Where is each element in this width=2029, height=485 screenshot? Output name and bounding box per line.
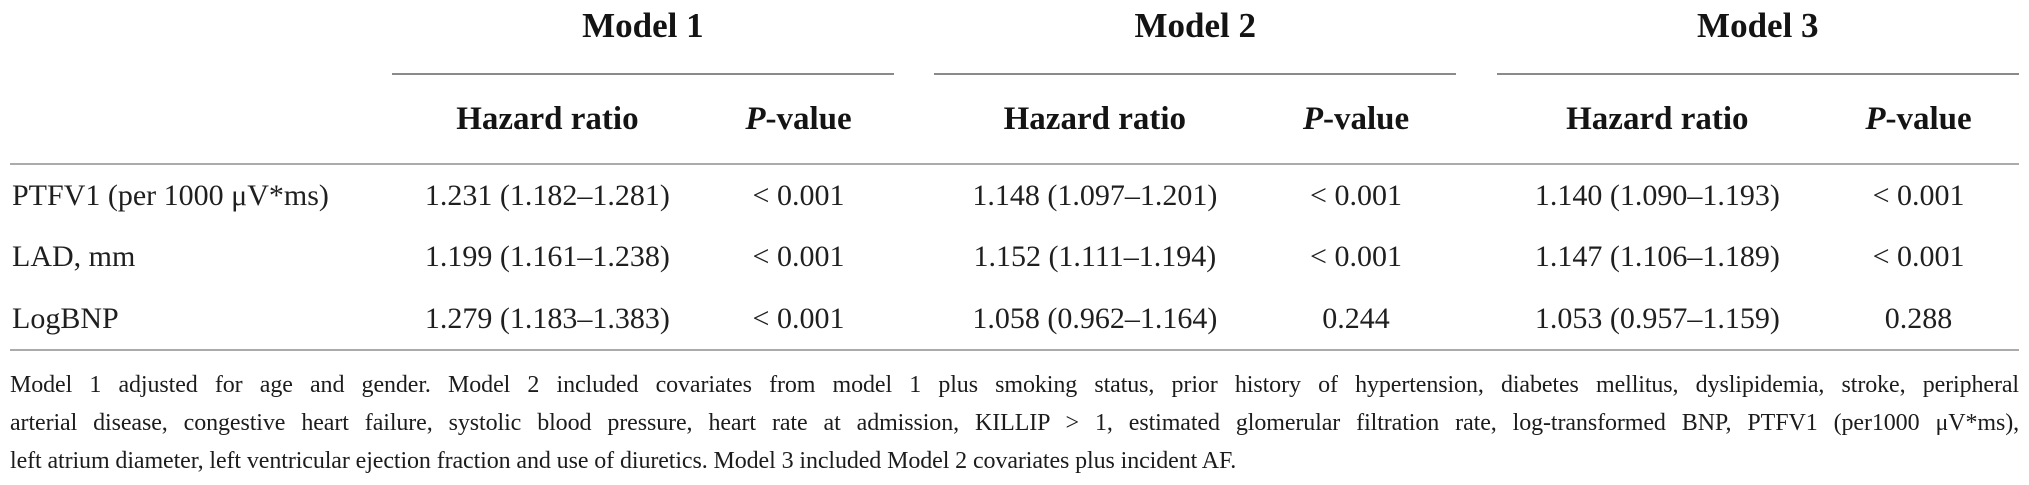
footnote-line: left atrium diameter, left ventricular e… (10, 448, 1237, 474)
hazard-ratio-header-m2: Hazard ratio (934, 74, 1256, 165)
group-gap (1456, 4, 1496, 74)
p-value-header-m1: P-value (703, 74, 894, 165)
group-gap (1456, 164, 1496, 226)
p-value-rest: -value (1885, 100, 1972, 137)
p-value-italic: P (1865, 100, 1886, 137)
p-value-m1: < 0.001 (752, 178, 845, 212)
hr-value-m2: 1.152 (1.111–1.194) (973, 240, 1217, 273)
row-label-ptfv1: PTFV1 (per 1000 μV*ms) (12, 178, 329, 212)
model-1-header: Model 1 (391, 4, 894, 75)
p-value-m2: 0.244 (1255, 288, 1457, 351)
hazard-ratio-table: Model 1 Model 2 Model 3 Hazard ratio P-v… (10, 4, 2019, 351)
hazard-ratio-header-m1: Hazard ratio (391, 74, 704, 165)
label-column-spacer (10, 4, 392, 74)
group-gap (1456, 226, 1496, 288)
model-2-header: Model 2 (934, 4, 1457, 75)
hr-value-m3: 1.147 (1.106–1.189) (1534, 240, 1780, 273)
model-3-header: Model 3 (1496, 4, 2019, 75)
p-value-m2: < 0.001 (1310, 178, 1402, 212)
p-value-m3: < 0.001 (1872, 178, 1965, 212)
model-header-row: Model 1 Model 2 Model 3 (10, 4, 2019, 75)
p-value-header-m3: P-value (1818, 74, 2019, 165)
group-gap (894, 226, 934, 288)
p-value-m3: 0.288 (1818, 288, 2019, 351)
hr-value-m2: 1.058 (0.962–1.164) (934, 288, 1256, 351)
table-row-lad: LAD, mm 1.199 (1.161–1.238) < 0.001 1.15… (10, 226, 2019, 288)
row-label-lad: LAD, mm (12, 240, 136, 273)
group-gap (894, 4, 934, 74)
group-gap (894, 164, 934, 226)
p-value-rest: -value (1322, 100, 1410, 137)
p-value-m1: < 0.001 (752, 240, 845, 273)
group-gap (893, 288, 935, 351)
p-value-m3: < 0.001 (1872, 240, 1965, 273)
hr-value-m1: 1.231 (1.182–1.281) (424, 178, 670, 212)
column-header-row: Hazard ratio P-value Hazard ratio P-valu… (10, 74, 2019, 165)
group-gap (1456, 288, 1497, 351)
hr-value-m1: 1.199 (1.161–1.238) (424, 240, 670, 273)
footnote-line: arterial disease, congestive heart failu… (10, 410, 2019, 436)
footnote-line: Model 1 adjusted for age and gender. Mod… (10, 372, 2019, 398)
p-value-italic: P (745, 100, 766, 137)
hr-value-m3: 1.140 (1.090–1.193) (1534, 178, 1780, 212)
p-value-header-m2: P-value (1255, 74, 1457, 165)
label-column-spacer (10, 74, 392, 165)
p-value-m2: < 0.001 (1310, 240, 1402, 273)
group-gap (893, 74, 935, 165)
p-value-m1: < 0.001 (703, 288, 894, 351)
row-label-logbnp: LogBNP (10, 288, 392, 351)
footnote: Model 1 adjusted for age and gender. Mod… (10, 366, 2019, 480)
table-row-ptfv1: PTFV1 (per 1000 μV*ms) 1.231 (1.182–1.28… (10, 164, 2019, 226)
hazard-ratio-header-m3: Hazard ratio (1496, 74, 1819, 165)
hr-value-m2: 1.148 (1.097–1.201) (972, 178, 1218, 212)
hr-value-m1: 1.279 (1.183–1.383) (391, 288, 704, 351)
p-value-italic: P (1302, 100, 1323, 137)
table-row-logbnp: LogBNP 1.279 (1.183–1.383) < 0.001 1.058… (10, 288, 2019, 351)
p-value-rest: -value (765, 100, 852, 137)
group-gap (1456, 74, 1497, 165)
hr-value-m3: 1.053 (0.957–1.159) (1496, 288, 1819, 351)
